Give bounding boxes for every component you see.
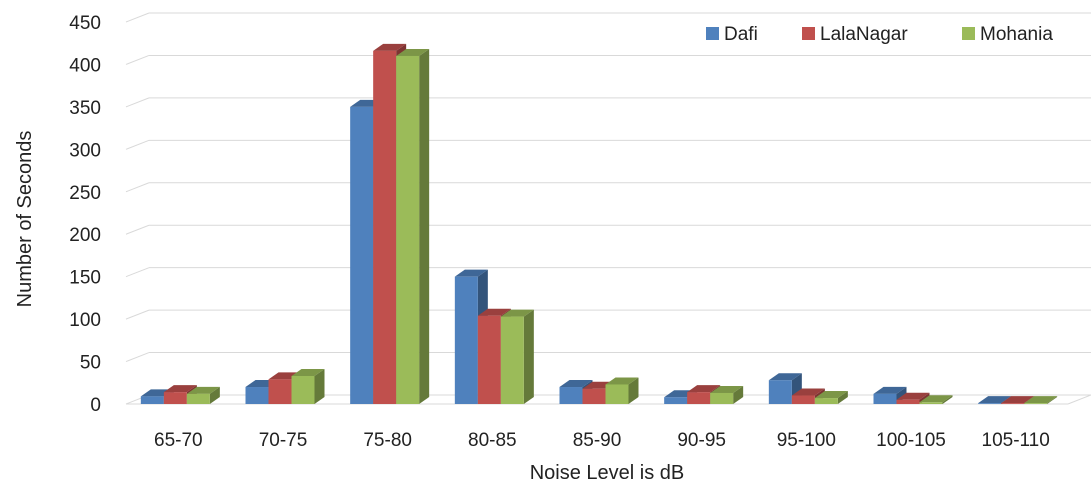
- y-axis-title: Number of Seconds: [14, 131, 36, 308]
- x-axis-title: Noise Level is dB: [530, 462, 685, 484]
- y-tick-label: 200: [69, 225, 101, 246]
- x-tick-label: 100-105: [876, 430, 946, 451]
- x-tick-label: 95-100: [777, 430, 836, 451]
- legend-label-lalanagar: LalaNagar: [820, 24, 908, 45]
- x-tick-label: 105-110: [982, 430, 1050, 451]
- gridline-diagonal: [125, 182, 150, 193]
- x-tick-label: 80-85: [468, 430, 517, 451]
- y-tick-label: 400: [69, 55, 101, 76]
- legend-swatch-dafi: [706, 27, 719, 40]
- bar-mohania-95-100: [814, 391, 848, 404]
- x-tick-labels: 65-70 70-75 75-80 80-85 85-90 90-95 95-100 100-…: [154, 430, 1050, 451]
- gridlines: [125, 12, 1091, 405]
- x-tick-label: 75-80: [363, 430, 412, 451]
- bar-mohania-90-95: [710, 385, 744, 404]
- legend-swatch-lalanagar: [802, 27, 815, 40]
- y-tick-label: 0: [90, 395, 101, 416]
- bar-mohania-65-70: [186, 386, 220, 404]
- bar-mohania-75-80: [396, 48, 430, 404]
- gridline-diagonal: [125, 139, 150, 150]
- bar-mohania-80-85: [500, 309, 534, 404]
- y-tick-label: 350: [69, 98, 101, 119]
- legend: Dafi LalaNagar Mohania: [706, 24, 1053, 45]
- x-tick-label: 85-90: [573, 430, 622, 451]
- gridline-diagonal: [125, 97, 150, 108]
- bars: [140, 43, 1058, 405]
- x-tick-label: 70-75: [259, 430, 308, 451]
- x-tick-label: 90-95: [677, 430, 726, 451]
- bar-mohania-70-75: [291, 368, 325, 404]
- gridline-diagonal: [125, 12, 150, 23]
- legend-label-mohania: Mohania: [980, 24, 1053, 45]
- bar-mohania-105-110: [1024, 396, 1058, 404]
- y-tick-label: 450: [69, 13, 101, 34]
- legend-swatch-mohania: [962, 27, 975, 40]
- y-tick-label: 100: [69, 310, 101, 331]
- gridline-diagonal: [125, 224, 150, 235]
- gridline-diagonal: [125, 309, 150, 320]
- floor-edge-side: [1067, 394, 1091, 405]
- y-tick-labels: 0 50 100 150 200 250 300 350 400 450: [69, 13, 101, 416]
- bar-mohania-85-90: [605, 377, 639, 404]
- y-tick-label: 250: [69, 183, 101, 204]
- y-tick-label: 300: [69, 140, 101, 161]
- legend-label-dafi: Dafi: [724, 24, 758, 45]
- x-tick-label: 65-70: [154, 430, 203, 451]
- gridline-diagonal: [125, 54, 150, 65]
- gridline-diagonal: [125, 352, 150, 363]
- y-tick-label: 150: [69, 268, 101, 289]
- bar-dafi-95-100: [768, 373, 802, 404]
- gridline-diagonal: [125, 267, 150, 278]
- bar-mohania-100-105: [919, 395, 953, 404]
- y-tick-label: 50: [80, 353, 101, 374]
